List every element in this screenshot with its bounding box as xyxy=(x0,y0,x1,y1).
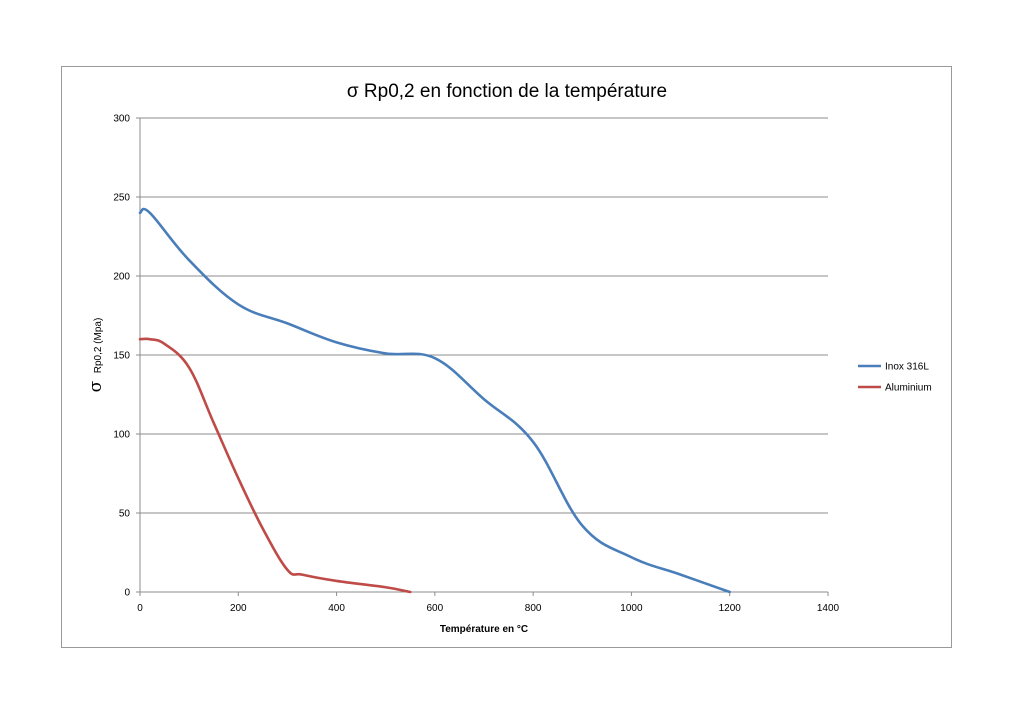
legend: Inox 316L Aluminium xyxy=(858,362,932,394)
axis-layer: 0 50 100 150 200 250 300 0 200 400 600 800 1000 1200 1… xyxy=(113,114,839,615)
legend-label-inox-316l: Inox 316L xyxy=(885,362,929,373)
legend-label-aluminium: Aluminium xyxy=(885,383,932,394)
x-tick-label: 400 xyxy=(328,603,345,614)
chart-title: σ Rp0,2 en fonction de la température xyxy=(347,81,667,102)
grid-layer xyxy=(140,117,828,514)
y-axis-label-text: Rp0,2 (Mpa) xyxy=(93,318,104,374)
series-layer xyxy=(138,207,732,594)
x-tick-label: 1400 xyxy=(817,603,840,614)
y-axis-label-symbol: σ xyxy=(86,380,106,392)
svg-text:σ Rp0,2 (Mpa): σ Rp0,2 (Mpa) xyxy=(86,318,106,393)
y-tick-label: 300 xyxy=(113,114,130,125)
y-tick-label: 100 xyxy=(113,430,130,441)
x-tick-label: 0 xyxy=(137,603,143,614)
x-tick-label: 800 xyxy=(525,603,542,614)
y-axis-label: σ Rp0,2 (Mpa) xyxy=(86,318,106,393)
x-tick-label: 1000 xyxy=(620,603,643,614)
y-tick-label: 0 xyxy=(124,588,130,599)
y-tick-label: 250 xyxy=(113,193,130,204)
y-tick-label: 200 xyxy=(113,272,130,283)
y-tick-label: 50 xyxy=(119,509,131,520)
x-tick-label: 600 xyxy=(427,603,444,614)
x-tick-label: 200 xyxy=(230,603,247,614)
chart-frame xyxy=(61,66,952,648)
x-tick-label: 1200 xyxy=(719,603,742,614)
series-line-inox-316l xyxy=(138,207,732,594)
y-tick-label: 150 xyxy=(113,351,130,362)
x-axis-label: Température en °C xyxy=(440,624,528,635)
series-line-aluminium xyxy=(138,337,412,594)
